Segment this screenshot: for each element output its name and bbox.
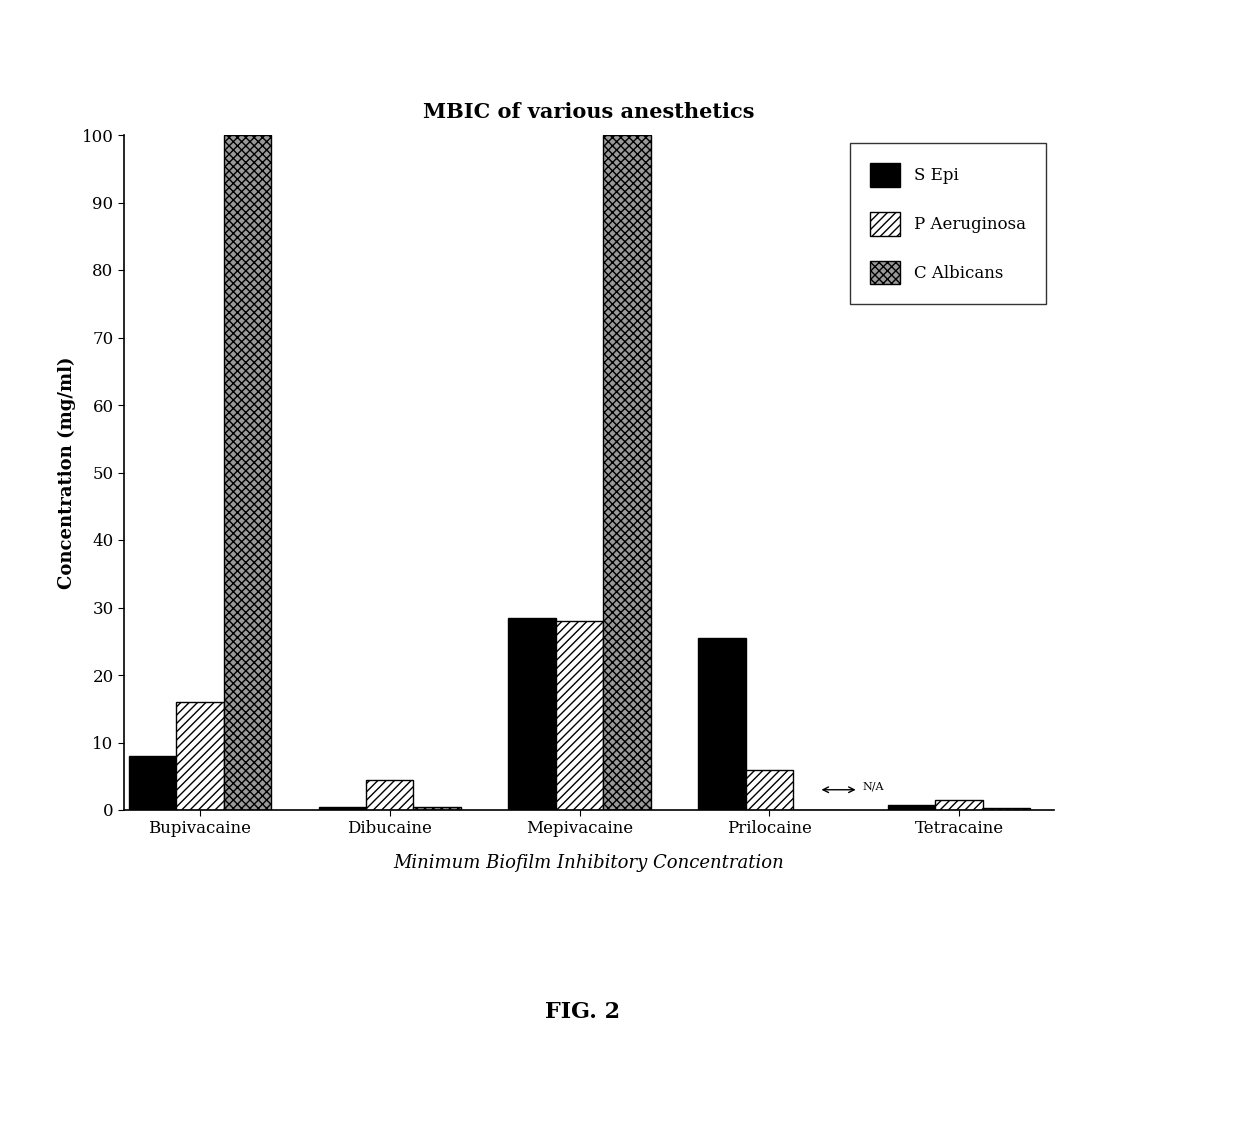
- Bar: [129, 756, 176, 810]
- Legend: S Epi, P Aeruginosa, C Albicans: S Epi, P Aeruginosa, C Albicans: [851, 143, 1045, 304]
- Bar: [603, 135, 651, 810]
- X-axis label: Minimum Biofilm Inhibitory Concentration: Minimum Biofilm Inhibitory Concentration: [393, 854, 785, 872]
- Title: MBIC of various anesthetics: MBIC of various anesthetics: [423, 102, 755, 123]
- Bar: [176, 702, 223, 810]
- Y-axis label: Concentration (mg/ml): Concentration (mg/ml): [58, 357, 76, 588]
- Bar: [319, 807, 366, 810]
- Bar: [366, 780, 413, 810]
- Text: FIG. 2: FIG. 2: [546, 1001, 620, 1024]
- Bar: [223, 135, 272, 810]
- Bar: [413, 807, 461, 810]
- Bar: [983, 808, 1030, 810]
- Bar: [935, 800, 983, 810]
- Bar: [745, 770, 794, 810]
- Bar: [698, 638, 745, 810]
- Bar: [888, 804, 935, 810]
- Bar: [508, 618, 556, 810]
- Bar: [556, 621, 603, 810]
- Text: N/A: N/A: [862, 782, 884, 791]
